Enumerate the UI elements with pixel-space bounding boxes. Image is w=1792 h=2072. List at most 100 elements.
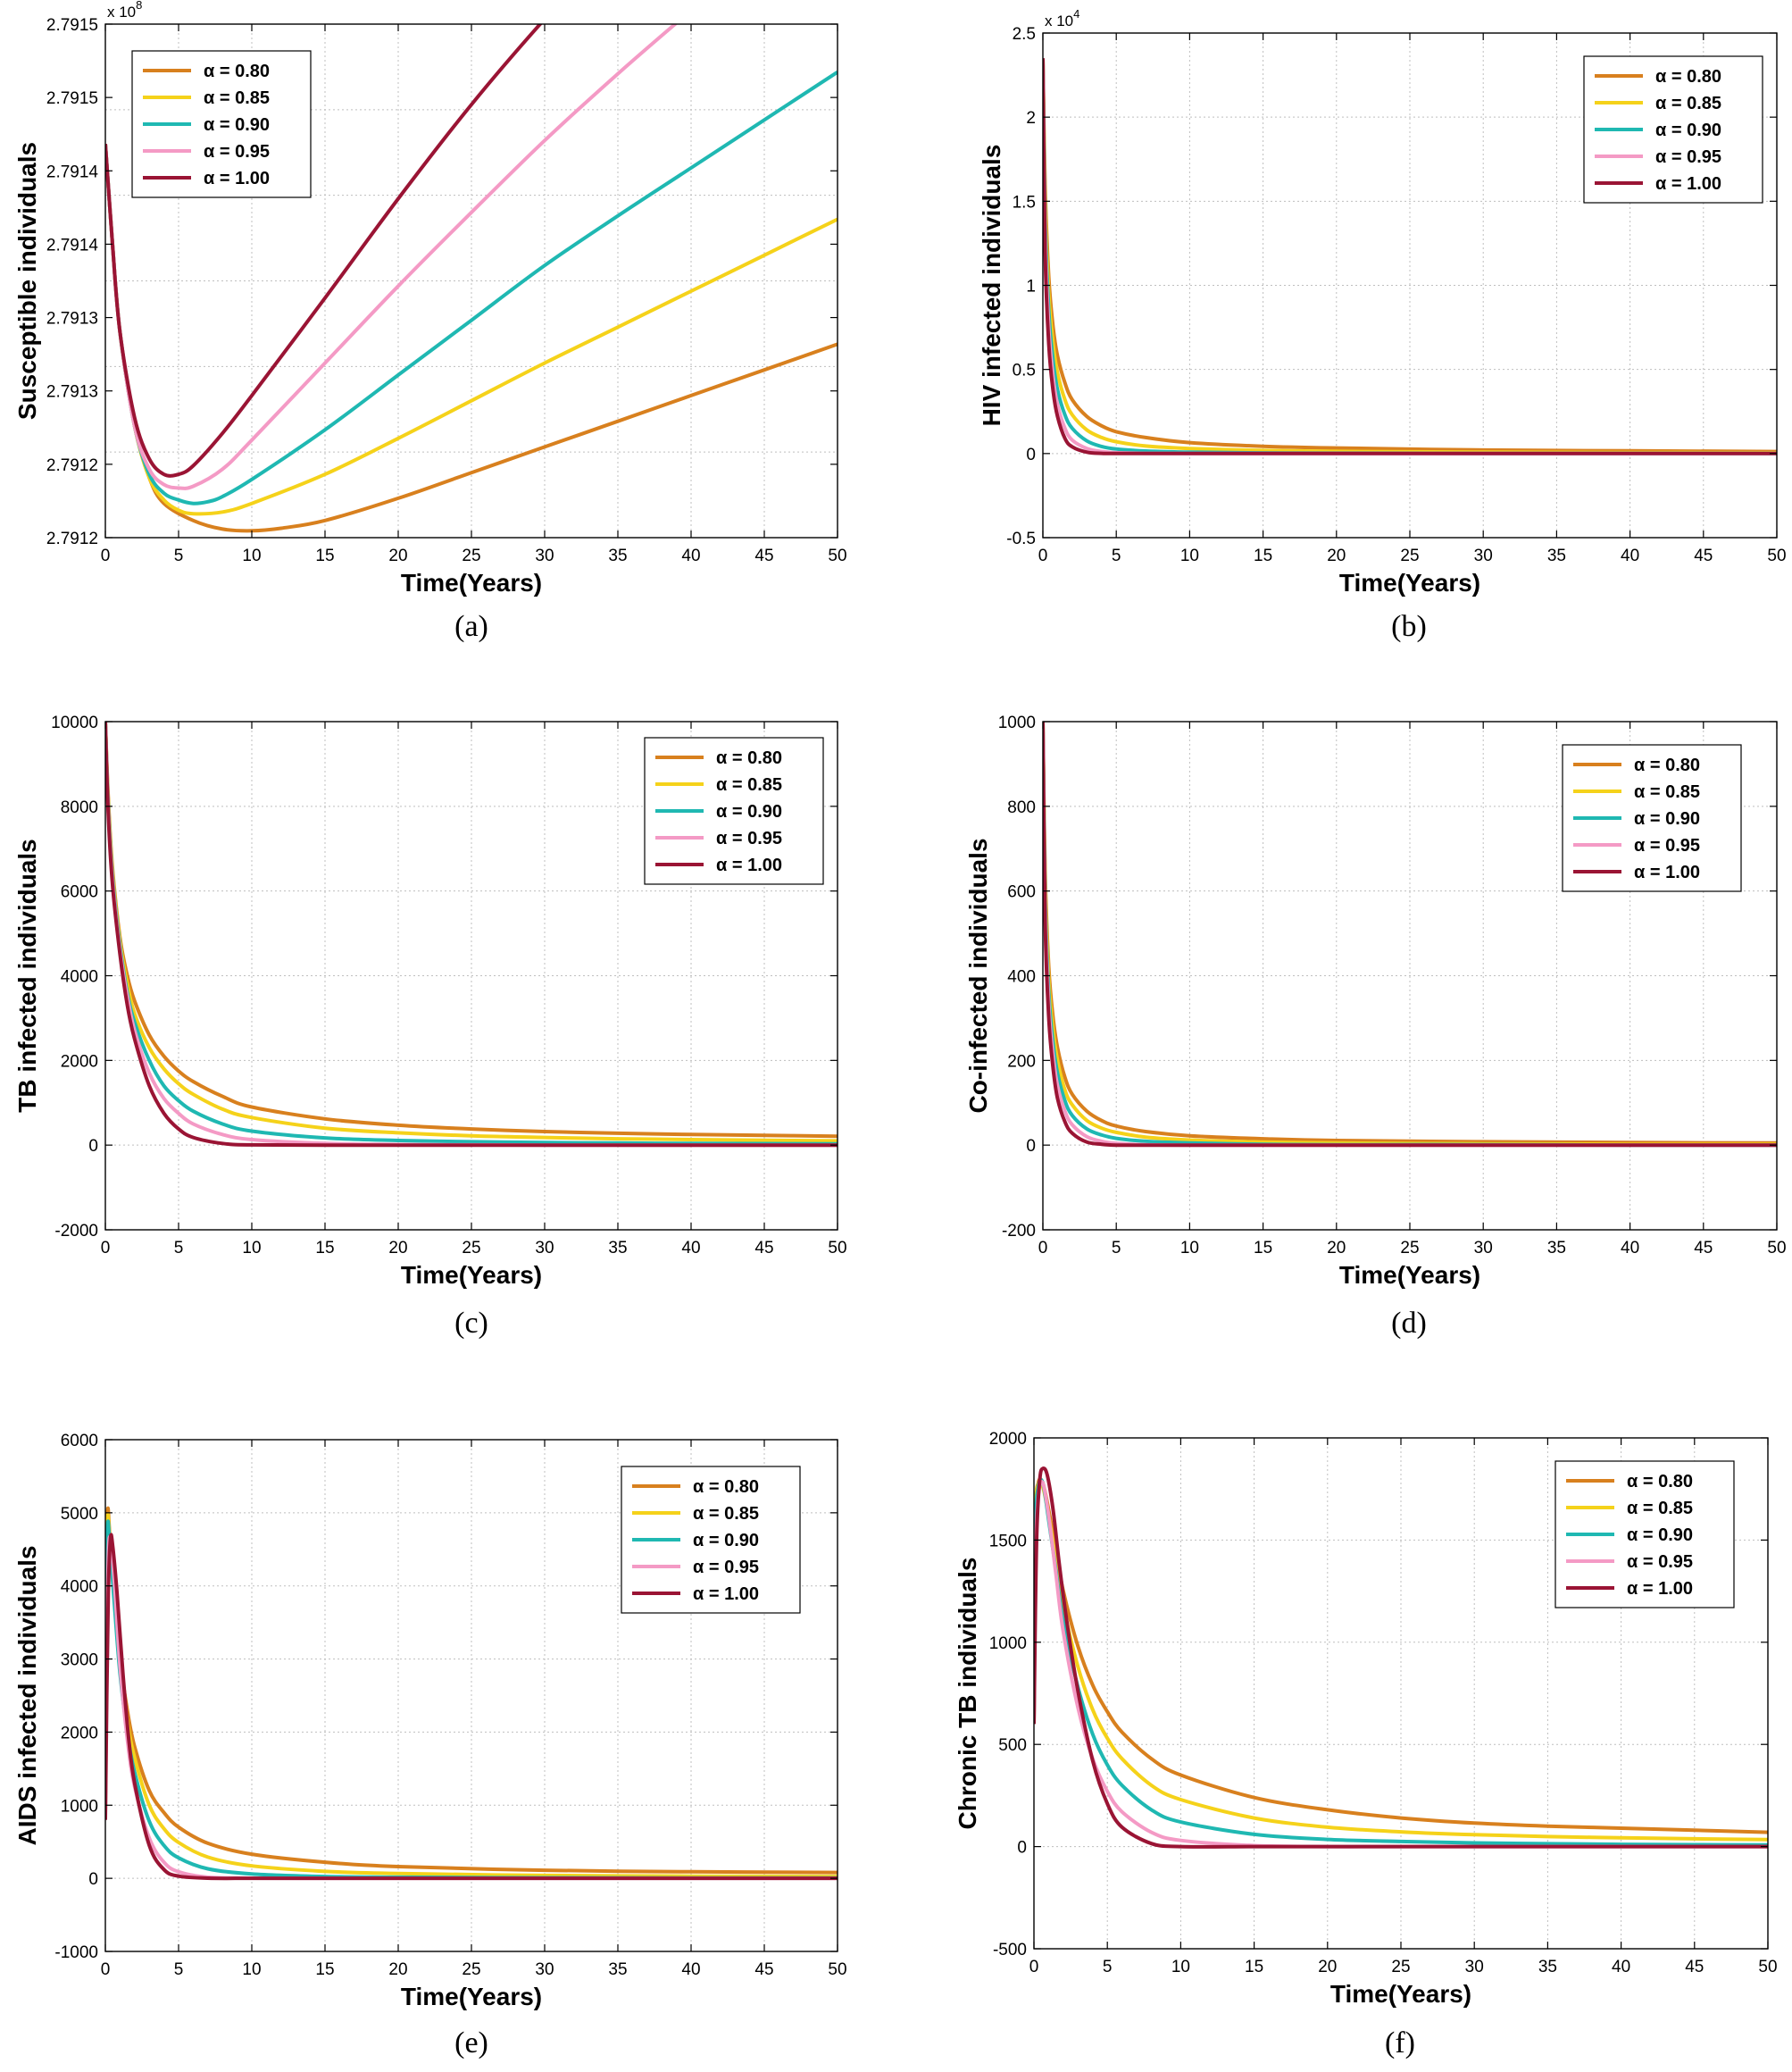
x-tick-label: 0: [101, 1239, 111, 1257]
legend-label: α = 0.85: [693, 1504, 759, 1524]
legend-label: α = 0.95: [204, 142, 270, 162]
y-tick-label: 2.7912: [46, 456, 98, 475]
x-tick-label: 20: [388, 1239, 407, 1257]
x-axis-label: Time(Years): [1339, 569, 1480, 597]
y-tick-label: 1000: [61, 1797, 98, 1816]
y-multiplier: x 104: [1045, 7, 1079, 29]
x-tick-label: 40: [681, 1239, 700, 1257]
x-tick-label: 5: [174, 1239, 184, 1257]
y-tick-label: 1: [1026, 278, 1036, 297]
panel-caption: (a): [454, 610, 488, 643]
y-tick-label: 6000: [61, 883, 98, 902]
y-tick-label: 2.7913: [46, 383, 98, 402]
x-tick-label: 35: [608, 1239, 627, 1257]
x-tick-label: 35: [1547, 1239, 1566, 1257]
x-tick-label: 40: [681, 547, 700, 565]
legend-label: α = 0.90: [1627, 1525, 1693, 1545]
x-tick-label: 35: [608, 1960, 627, 1979]
x-tick-label: 0: [101, 1960, 111, 1979]
legend-label: α = 0.85: [1627, 1499, 1693, 1518]
legend-label: α = 0.90: [693, 1531, 759, 1550]
legend: α = 0.80 α = 0.85 α = 0.90 α = 0.95 α = 1.00: [644, 737, 824, 885]
x-tick-label: 5: [1112, 1239, 1121, 1257]
legend-label: α = 1.00: [1634, 863, 1700, 882]
y-tick-label: 0: [1017, 1839, 1027, 1858]
legend-label: α = 0.80: [1627, 1472, 1693, 1491]
x-tick-label: 0: [1038, 547, 1048, 565]
series-line-a100: [1043, 58, 1777, 455]
y-tick-label: 4000: [61, 1578, 98, 1597]
y-tick-label: 2.7915: [46, 16, 98, 35]
legend-label: α = 0.95: [1634, 836, 1700, 856]
x-tick-label: 10: [1180, 547, 1199, 565]
x-tick-label: 30: [1474, 1239, 1493, 1257]
legend: α = 0.80 α = 0.85 α = 0.90 α = 0.95 α = 1.00: [1554, 1460, 1735, 1608]
y-tick-label: 0: [88, 1137, 98, 1156]
x-tick-label: 30: [535, 1960, 554, 1979]
x-tick-label: 5: [1103, 1958, 1113, 1976]
y-tick-label: 3000: [61, 1651, 98, 1670]
x-axis-label: Time(Years): [401, 1261, 542, 1289]
legend-label: α = 0.90: [716, 802, 782, 822]
x-tick-label: 45: [754, 1960, 773, 1979]
x-axis-label: Time(Years): [1339, 1261, 1480, 1289]
x-tick-label: 50: [828, 547, 846, 565]
x-tick-label: 0: [101, 547, 111, 565]
x-tick-label: 40: [681, 1960, 700, 1979]
y-axis-label: HIV infected individuals: [978, 145, 1005, 427]
x-axis-label: Time(Years): [401, 569, 542, 597]
x-tick-label: 15: [315, 1960, 334, 1979]
x-tick-label: 50: [828, 1239, 846, 1257]
y-tick-label: 2: [1026, 109, 1036, 128]
y-tick-label: 0: [88, 1870, 98, 1889]
panel-caption: (d): [1391, 1307, 1427, 1340]
legend-label: α = 0.95: [1655, 147, 1721, 167]
x-tick-label: 15: [1254, 547, 1272, 565]
x-tick-label: 10: [242, 547, 261, 565]
x-tick-label: 25: [462, 1239, 480, 1257]
legend-label: α = 0.85: [204, 88, 270, 108]
y-tick-label: -1000: [54, 1943, 98, 1962]
x-tick-label: 15: [1245, 1958, 1263, 1976]
y-tick-label: 400: [1007, 968, 1036, 987]
legend-label: α = 0.80: [693, 1477, 759, 1497]
x-tick-label: 10: [242, 1960, 261, 1979]
x-tick-label: 35: [1538, 1958, 1557, 1976]
legend-label: α = 0.95: [693, 1558, 759, 1577]
x-tick-label: 5: [174, 547, 184, 565]
panel-caption: (c): [454, 1307, 488, 1340]
y-tick-label: 1000: [998, 714, 1036, 732]
x-tick-label: 5: [174, 1960, 184, 1979]
legend-label: α = 0.85: [716, 775, 782, 795]
x-tick-label: 40: [1621, 547, 1639, 565]
y-axis-label: Co-infected individuals: [964, 838, 992, 1113]
legend-label: α = 0.80: [1634, 756, 1700, 775]
x-axis-label: Time(Years): [401, 1983, 542, 2010]
x-tick-label: 20: [388, 1960, 407, 1979]
series-line-a080: [105, 1506, 838, 1875]
legend-label: α = 0.80: [204, 62, 270, 81]
x-tick-label: 45: [754, 547, 773, 565]
x-tick-label: 10: [1171, 1958, 1190, 1976]
y-tick-label: 1500: [989, 1532, 1027, 1550]
x-tick-label: 30: [535, 547, 554, 565]
x-tick-label: 10: [242, 1239, 261, 1257]
x-tick-label: 0: [1038, 1239, 1048, 1257]
series-line-a100: [105, 24, 543, 478]
y-tick-label: 2.7914: [46, 236, 99, 255]
legend: α = 0.80 α = 0.85 α = 0.90 α = 0.95 α = 1.00: [621, 1466, 801, 1614]
y-tick-label: 0: [1026, 446, 1036, 464]
x-axis-label: Time(Years): [1330, 1980, 1471, 2008]
x-tick-label: 25: [1400, 1239, 1419, 1257]
y-tick-label: -2000: [54, 1222, 98, 1241]
y-tick-label: 10000: [51, 714, 98, 732]
legend-label: α = 0.85: [1634, 782, 1700, 802]
x-tick-label: 35: [608, 547, 627, 565]
legend: α = 0.80 α = 0.85 α = 0.90 α = 0.95 α = 1.00: [131, 50, 312, 198]
y-tick-label: 2000: [61, 1724, 98, 1742]
x-tick-label: 50: [1767, 1239, 1786, 1257]
x-tick-label: 30: [535, 1239, 554, 1257]
y-tick-label: 8000: [61, 798, 98, 817]
panel-d: 0 5 10 15 20 25 30 35 40 45 50-2000200400600800100…: [964, 714, 1787, 1340]
y-tick-label: 0.5: [1013, 362, 1036, 380]
